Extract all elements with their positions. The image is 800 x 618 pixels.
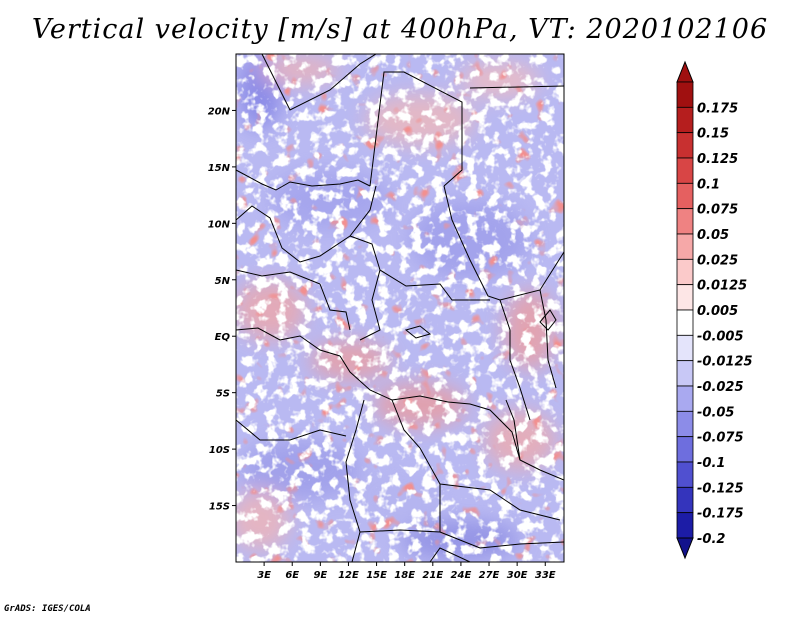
lat-tick-label: 10S (209, 445, 230, 456)
lon-tick-label: 12E (338, 570, 359, 581)
lon-tick-label: 30E (507, 570, 528, 581)
colorbar-label: -0.025 (697, 380, 744, 395)
chart-title: Vertical velocity [m/s] at 400hPa, VT: 2… (31, 14, 769, 45)
colorbar-swatch (676, 436, 694, 463)
colorbar-top-cap (676, 60, 694, 83)
lon-tick-label: 24E (451, 570, 472, 581)
colorbar-label: 0.125 (697, 152, 738, 167)
lon-tick-label: 9E (313, 570, 327, 581)
lon-tick-label: 18E (394, 570, 415, 581)
colorbar-label: -0.1 (697, 456, 725, 471)
lon-tick-label: 15E (366, 570, 387, 581)
longitude-axis: 3E 6E 9E 12E 15E 18E 21E 24E 27E 30E 33E (257, 562, 556, 581)
colorbar-swatch (676, 284, 694, 311)
lon-tick-label: 21E (422, 570, 443, 581)
vertical-velocity-field (236, 54, 564, 562)
colorbar-label: -0.125 (697, 481, 744, 496)
colorbar-label: -0.05 (697, 405, 734, 420)
lat-tick-label: 20N (208, 106, 231, 117)
colorbar-label: 0.075 (697, 203, 738, 218)
colorbar-swatch (676, 81, 694, 108)
colorbar-swatch (676, 233, 694, 260)
colorbar-label: 0.175 (697, 101, 738, 116)
country-borders (236, 54, 564, 562)
colorbar-swatch (676, 208, 694, 235)
lat-tick-label: 5S (216, 389, 230, 400)
colorbar-label: 0.15 (697, 127, 729, 142)
colorbar-swatch (676, 360, 694, 387)
colorbar-swatch (676, 512, 694, 539)
colorbar-swatch (676, 385, 694, 412)
lat-tick-label: 15S (209, 502, 230, 513)
colorbar-label: 0.1 (697, 177, 720, 192)
lat-tick-label: 10N (208, 219, 231, 230)
colorbar-label: -0.2 (697, 532, 725, 547)
colorbar-swatch (676, 334, 694, 362)
colorbar-swatch (676, 410, 694, 438)
colorbar-label: 0.0125 (697, 279, 747, 294)
map-frame (235, 53, 565, 563)
colorbar-label: 0.025 (697, 253, 738, 268)
colorbar-swatch (676, 106, 694, 134)
lon-tick-label: 6E (285, 570, 299, 581)
lon-tick-label: 3E (257, 570, 271, 581)
colorbar-bottom-cap (676, 537, 694, 560)
colorbar-label: -0.0125 (697, 355, 753, 370)
colorbar-swatch (676, 309, 694, 336)
lon-tick-label: 33E (535, 570, 556, 581)
colorbar-label: -0.075 (697, 431, 744, 446)
colorbar-label: -0.175 (697, 507, 744, 522)
colorbar-swatch (676, 258, 694, 286)
colorbar-swatch (676, 486, 694, 514)
colorbar-label: -0.005 (697, 329, 744, 344)
lat-tick-label: 15N (208, 163, 231, 174)
lat-tick-label: EQ (215, 332, 231, 343)
colorbar-label: 0.005 (697, 304, 738, 319)
colorbar-label: 0.05 (697, 228, 729, 243)
colorbar-swatch (676, 132, 694, 159)
colorbar-swatch (676, 157, 694, 184)
colorbar-swatch (676, 461, 694, 488)
colorbar-swatch (676, 182, 694, 210)
lat-tick-label: 5N (215, 276, 231, 287)
latitude-axis: 20N 15N 10N 5N EQ 5S 10S 15S (208, 106, 236, 513)
grads-credit: GrADS: IGES/COLA (4, 604, 91, 614)
colorbar: 0.175 0.15 0.125 0.1 0.075 0.05 0.025 0.0125 0.0… (676, 60, 753, 560)
lon-tick-label: 27E (479, 570, 500, 581)
